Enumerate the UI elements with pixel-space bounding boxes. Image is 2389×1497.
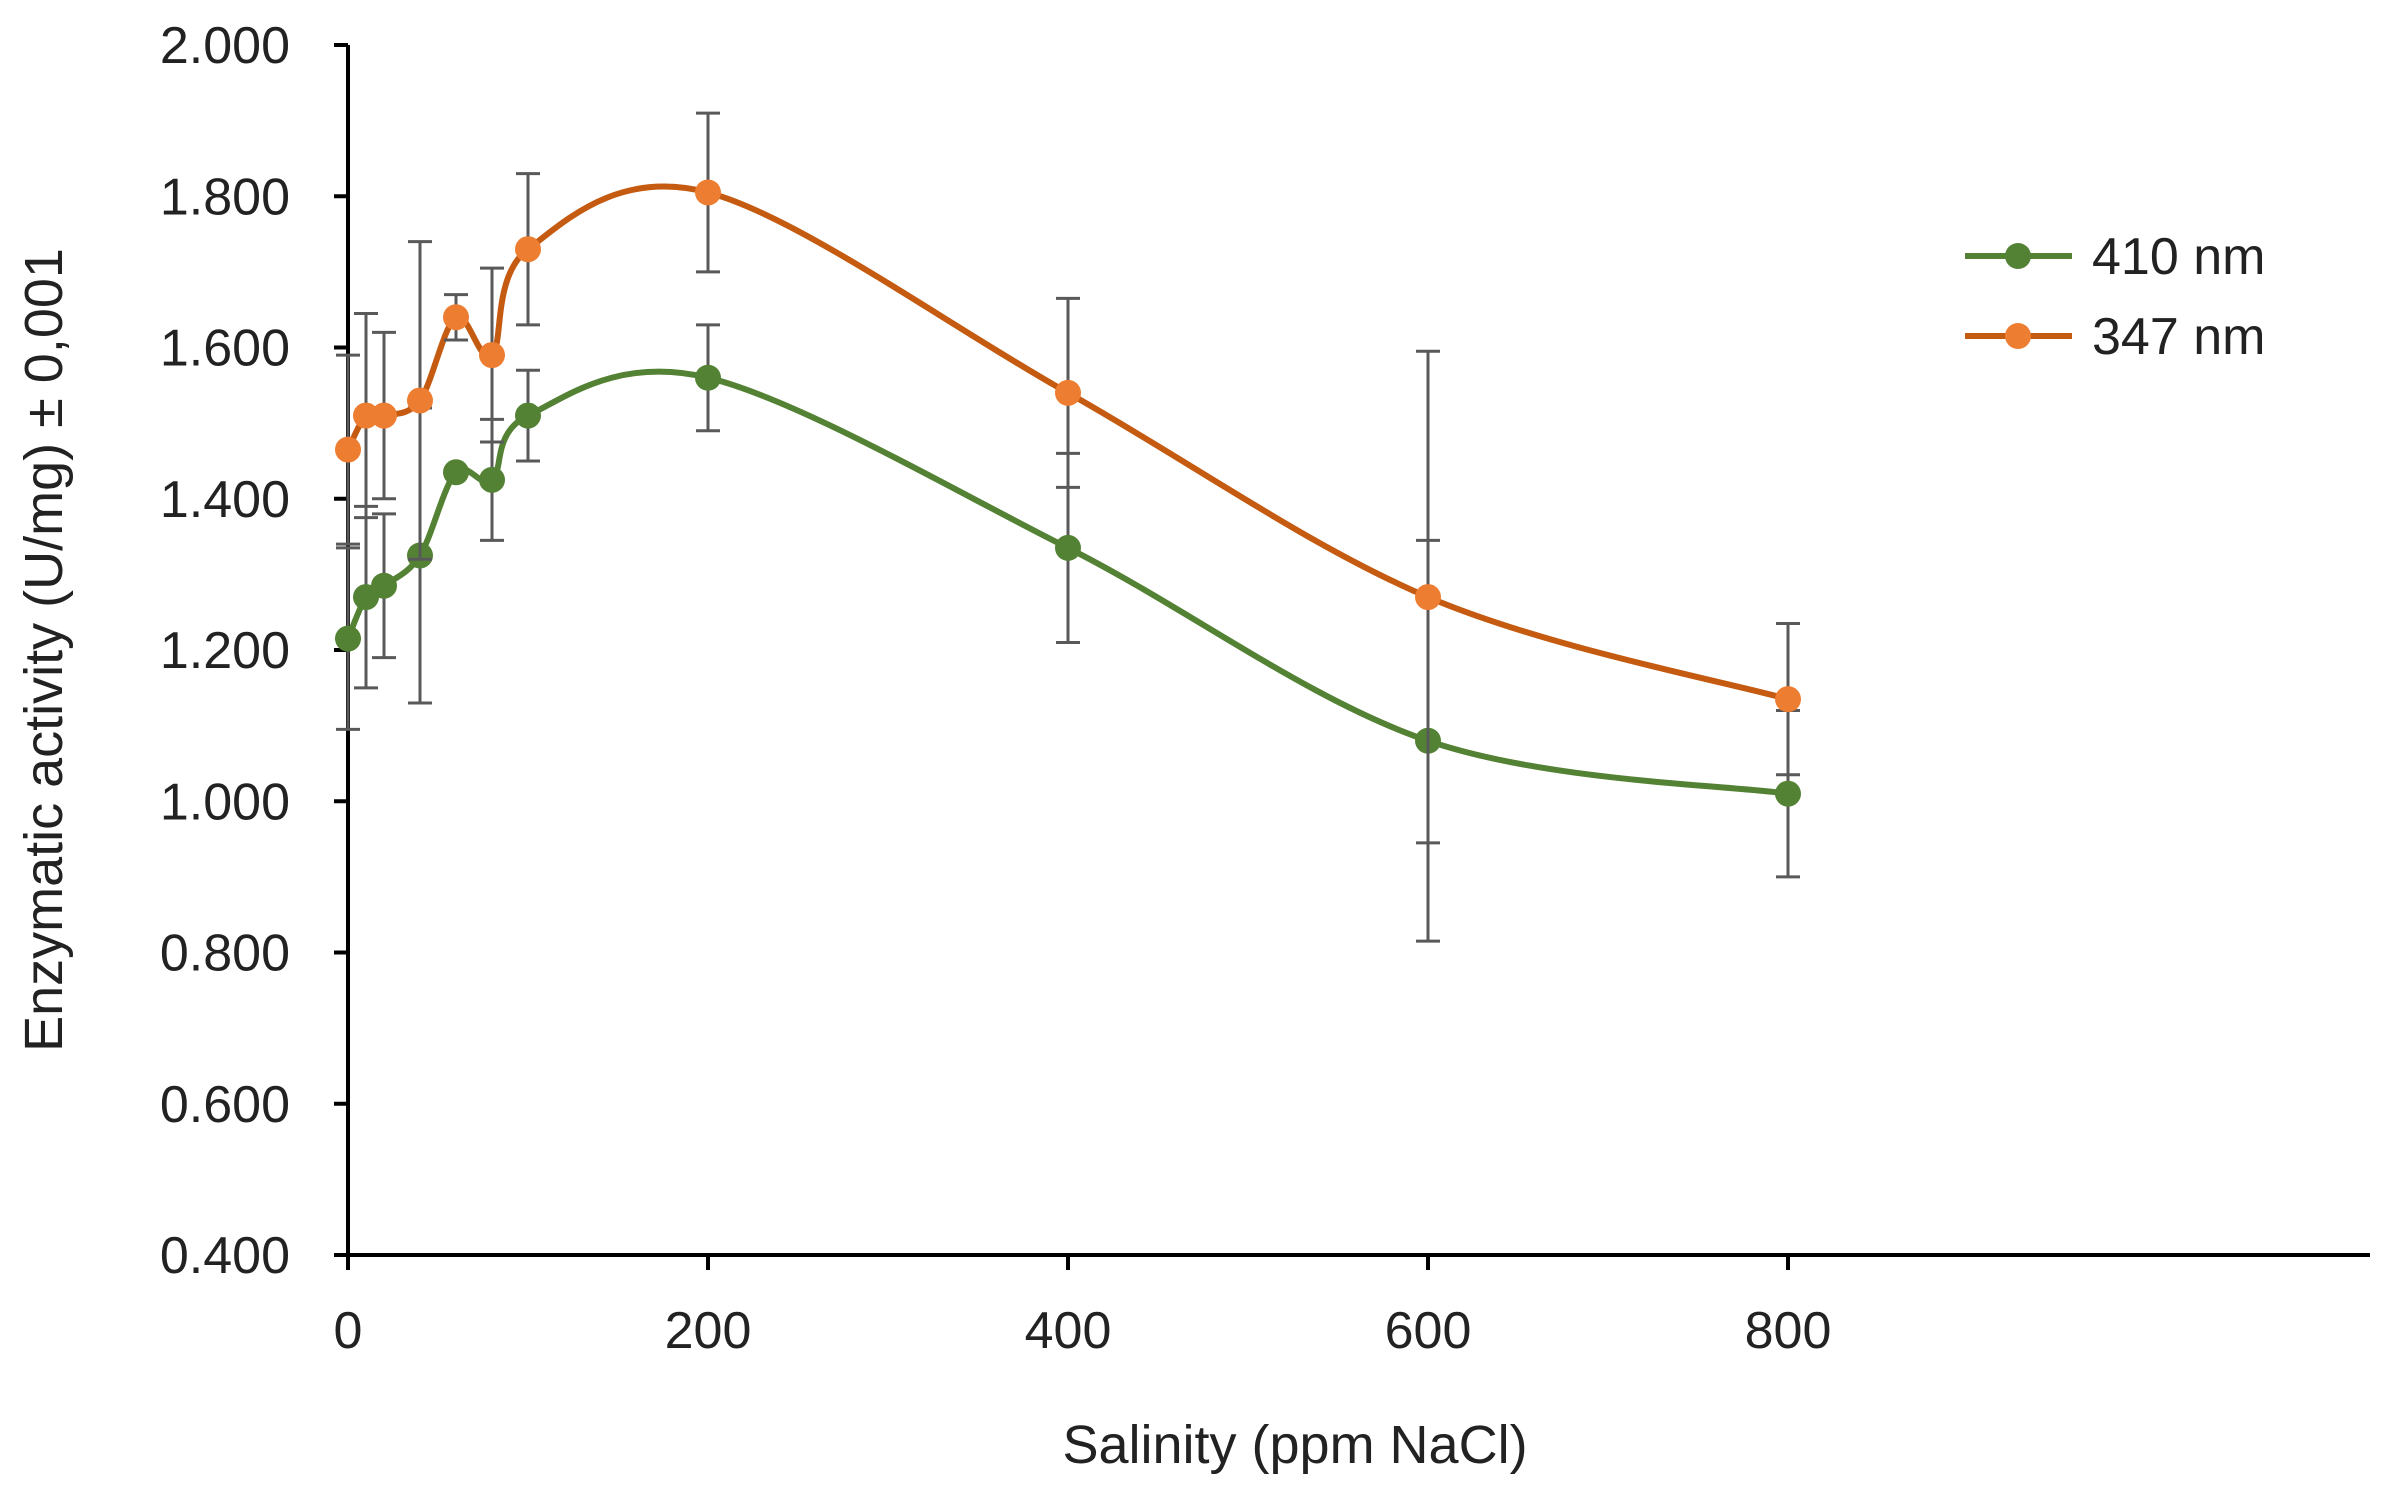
x-tick-label: 200 [665,1302,752,1360]
x-tick-label: 0 [334,1302,363,1360]
series-347nm [335,111,1801,845]
data-point-347nm [335,436,361,463]
data-point-347nm [1055,379,1081,406]
data-point-347nm [371,402,397,429]
data-point-347nm [515,236,541,263]
y-tick-label: 0.800 [160,925,290,983]
legend-item-347nm: 347 nm [1965,308,2265,366]
legend-label-410nm: 410 nm [2092,228,2265,286]
data-point-410nm [335,625,361,652]
y-tick-label: 0.400 [160,1227,290,1285]
series-layer [335,111,1801,943]
y-tick-label: 1.200 [160,622,290,680]
legend-label-347nm: 347 nm [2092,308,2265,366]
y-tick-label: 1.800 [160,168,290,226]
y-ticks: 0.400 0.600 0.800 1.000 1.200 1.400 1.600 1.800… [160,17,348,1285]
data-point-410nm [371,572,397,599]
series-line-410nm [345,368,1789,797]
legend: 410 nm 347 nm [1965,228,2265,366]
legend-item-410nm: 410 nm [1965,228,2265,286]
y-tick-label: 1.000 [160,773,290,831]
data-point-347nm [479,342,505,369]
x-ticks: 0 200 400 600 800 [334,1255,1832,1360]
data-point-347nm [353,402,379,429]
data-point-410nm [443,459,469,486]
data-point-410nm [695,364,721,391]
axes [346,45,2370,1257]
y-tick-label: 1.400 [160,471,290,529]
series-410nm [335,323,1801,943]
data-point-410nm [515,402,541,429]
x-tick-label: 400 [1025,1302,1112,1360]
y-tick-label: 1.600 [160,320,290,378]
y-axis-title: Enzymatic activity (U/mg) ± 0,001 [14,248,74,1052]
data-point-410nm [1055,534,1081,561]
series-line-347nm [345,183,1789,703]
data-point-347nm [695,179,721,206]
y-tick-label: 2.000 [160,17,290,75]
legend-marker-410nm [2005,243,2031,269]
data-point-347nm [1775,686,1801,713]
x-axis-title: Salinity (ppm NaCl) [1062,1415,1527,1475]
x-tick-label: 800 [1745,1302,1832,1360]
data-point-347nm [407,387,433,414]
y-tick-label: 0.600 [160,1076,290,1134]
data-point-410nm [1775,780,1801,807]
legend-marker-347nm [2005,323,2031,349]
data-point-347nm [1415,584,1441,611]
data-point-347nm [443,304,469,331]
data-point-410nm [479,466,505,493]
x-tick-label: 600 [1385,1302,1472,1360]
